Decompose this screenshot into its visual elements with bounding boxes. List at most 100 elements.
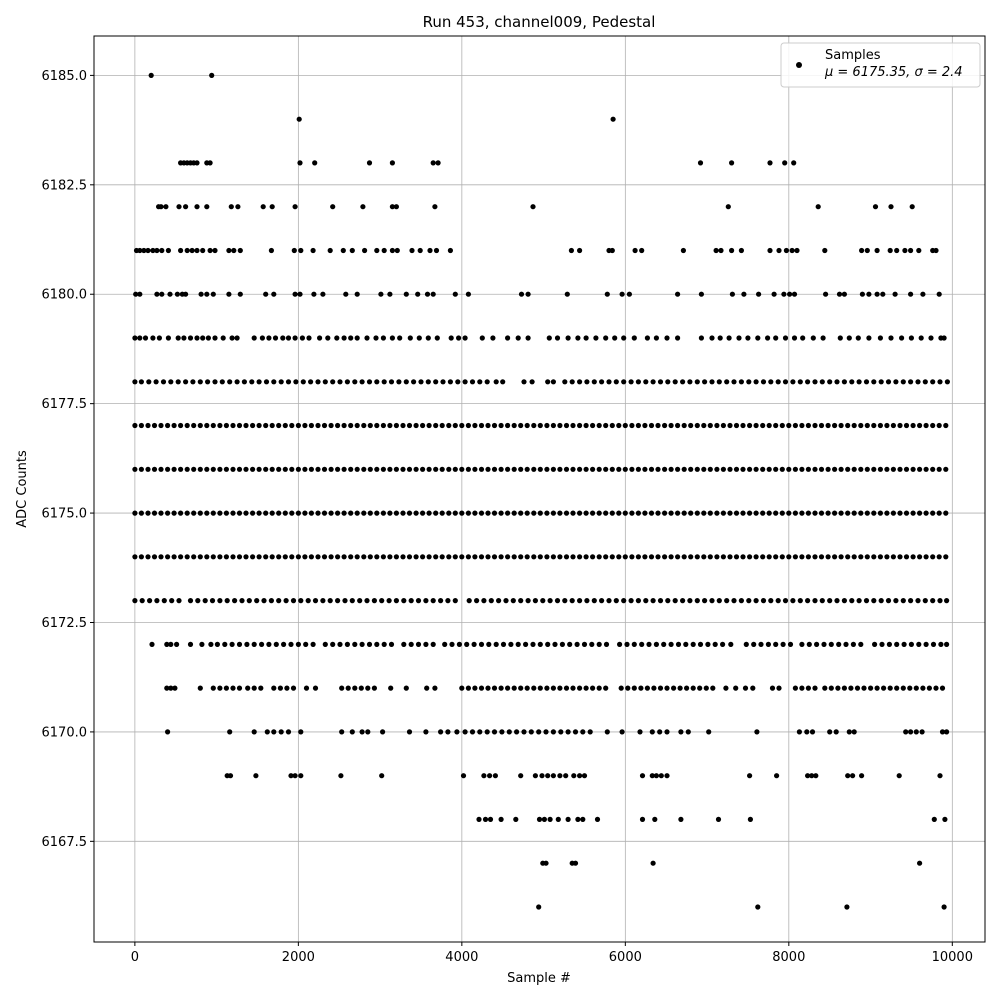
data-point: [406, 466, 413, 472]
data-point: [168, 685, 174, 691]
data-point: [901, 641, 907, 648]
data-point: [518, 598, 524, 604]
data-point: [859, 773, 865, 779]
data-point: [687, 379, 693, 385]
x-tick-label: 2000: [282, 950, 315, 965]
data-point: [653, 335, 660, 341]
data-point: [145, 247, 151, 254]
data-point: [508, 641, 514, 648]
data-point: [923, 422, 929, 429]
data-point: [335, 598, 341, 604]
data-point: [890, 466, 897, 472]
data-point: [944, 729, 950, 735]
data-point: [936, 422, 942, 429]
data-point: [635, 379, 642, 385]
data-point: [557, 773, 563, 779]
data-point: [151, 554, 158, 560]
data-point: [903, 729, 909, 735]
data-point: [856, 598, 862, 604]
data-point: [380, 466, 386, 472]
data-point: [753, 466, 759, 472]
data-point: [303, 641, 309, 648]
data-point: [460, 773, 467, 779]
data-point: [426, 422, 432, 429]
data-point: [285, 335, 292, 341]
data-point: [360, 204, 366, 210]
data-point: [544, 466, 550, 472]
data-point: [746, 379, 752, 385]
data-point: [880, 291, 886, 297]
data-point: [478, 641, 485, 648]
data-point: [335, 422, 341, 429]
data-point: [688, 510, 694, 516]
data-point: [456, 335, 462, 341]
data-point: [438, 729, 444, 735]
data-point: [917, 422, 923, 429]
data-point: [273, 641, 279, 648]
data-point: [845, 510, 851, 516]
data-point: [217, 554, 223, 560]
data-point: [420, 466, 426, 472]
data-point: [791, 335, 798, 341]
data-point: [472, 466, 478, 472]
data-point: [400, 466, 406, 472]
data-point: [172, 685, 178, 691]
data-point: [701, 422, 707, 429]
data-point: [644, 685, 651, 691]
data-point: [563, 685, 570, 691]
data-point: [884, 554, 890, 560]
data-point: [354, 335, 360, 341]
data-point: [563, 422, 570, 429]
data-point: [832, 422, 838, 429]
data-point: [465, 291, 471, 297]
data-point: [681, 554, 687, 560]
data-point: [726, 335, 732, 341]
data-point: [791, 160, 797, 166]
data-point: [137, 247, 143, 254]
data-point: [381, 247, 387, 254]
data-point: [145, 554, 151, 560]
data-point: [210, 466, 216, 472]
data-point: [688, 466, 694, 472]
data-point: [393, 510, 399, 516]
data-point: [928, 335, 934, 341]
data-point: [799, 685, 805, 691]
data-point: [877, 466, 884, 472]
data-point: [254, 598, 260, 604]
data-point: [799, 641, 805, 648]
data-point: [529, 379, 535, 385]
data-point: [194, 247, 200, 254]
data-point: [768, 379, 774, 385]
data-point: [550, 773, 557, 779]
data-point: [877, 510, 884, 516]
data-point: [590, 685, 596, 691]
data-point: [765, 641, 772, 648]
data-point: [753, 379, 759, 385]
data-point: [237, 291, 243, 297]
data-point: [917, 860, 923, 866]
data-point: [740, 510, 746, 516]
data-point: [236, 641, 243, 648]
data-point: [302, 466, 308, 472]
data-point: [603, 466, 609, 472]
data-point: [877, 422, 884, 429]
data-point: [374, 641, 380, 648]
data-point: [176, 598, 182, 604]
data-point: [139, 598, 145, 604]
data-point: [452, 291, 458, 297]
data-point: [150, 247, 156, 254]
data-point: [655, 554, 661, 560]
data-point: [649, 729, 655, 735]
data-point: [850, 773, 856, 779]
data-point: [217, 685, 223, 691]
data-point: [228, 204, 234, 210]
data-point: [747, 816, 754, 823]
data-point: [665, 379, 671, 385]
data-point: [805, 422, 812, 429]
data-point: [525, 291, 531, 297]
data-point: [709, 335, 715, 341]
data-point: [900, 598, 906, 604]
data-point: [236, 554, 243, 560]
data-point: [330, 204, 336, 210]
